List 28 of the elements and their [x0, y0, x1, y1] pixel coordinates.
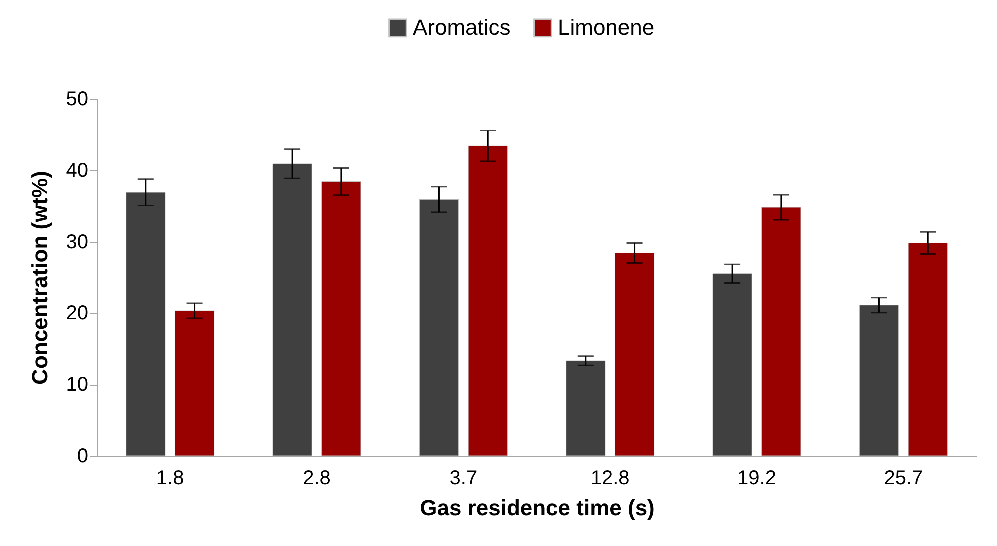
y-axis-title: Concentration (wt%) — [27, 171, 52, 385]
y-tick-label: 40 — [66, 160, 88, 182]
bar — [468, 146, 508, 456]
x-tick-label: 19.2 — [738, 468, 776, 490]
bar — [272, 164, 312, 456]
y-tick-label: 50 — [66, 88, 88, 110]
x-axis-title: Gas residence time (s) — [420, 496, 655, 520]
bar — [174, 310, 215, 456]
x-tick-label: 12.8 — [590, 468, 630, 490]
bar — [712, 274, 752, 456]
bar — [322, 182, 362, 456]
y-tick-label: 10 — [66, 374, 88, 396]
y-tick-label: 0 — [77, 446, 88, 468]
legend-label: Limonene — [558, 15, 655, 40]
bar — [859, 305, 900, 456]
y-tick-label: 30 — [66, 231, 88, 254]
bar — [566, 360, 606, 456]
legend-label: Aromatics — [413, 15, 511, 40]
bar — [762, 207, 802, 456]
bar — [419, 199, 460, 456]
y-tick-label: 20 — [66, 302, 88, 325]
bar — [908, 242, 948, 456]
x-tick-label: 3.7 — [450, 468, 478, 490]
x-tick-label: 25.7 — [884, 468, 924, 490]
x-tick-label: 2.8 — [303, 468, 331, 490]
x-tick-label: 1.8 — [156, 468, 184, 490]
bar — [126, 192, 166, 456]
bar — [614, 252, 655, 456]
